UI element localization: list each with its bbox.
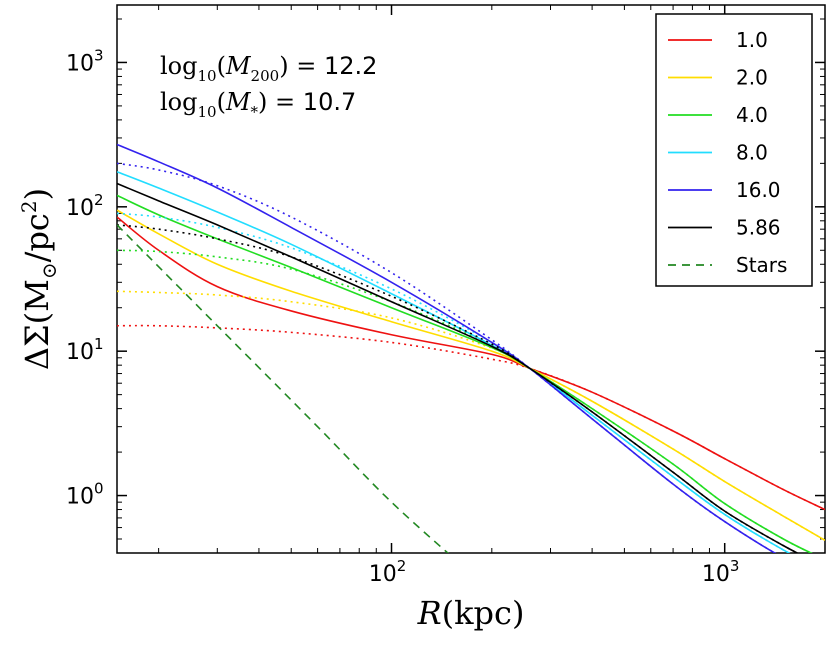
legend-label-Stars: Stars — [736, 253, 787, 277]
y-tick-label: 103 — [66, 46, 104, 76]
legend-label-1-0: 1.0 — [736, 28, 768, 52]
legend-label-16-0: 16.0 — [736, 178, 781, 202]
y-axis-label: ΔΣ(M⊙/pc2) — [17, 188, 61, 370]
legend: 1.0 2.0 4.0 8.0 16.0 5.86 Stars — [656, 14, 812, 286]
legend-box — [656, 14, 812, 286]
y-tick-label: 100 — [66, 480, 104, 510]
svg-text:R(kpc): R(kpc) — [417, 594, 525, 632]
svg-text:ΔΣ(M⊙/pc2): ΔΣ(M⊙/pc2) — [17, 188, 61, 370]
y-tick-label: 101 — [66, 335, 104, 365]
x-tick-label: 102 — [369, 557, 407, 587]
x-axis-label: R(kpc) — [417, 594, 525, 632]
x-tick-label: 103 — [702, 557, 740, 587]
legend-label-4-0: 4.0 — [736, 103, 768, 127]
legend-label-2-0: 2.0 — [736, 66, 768, 90]
y-tick-label: 102 — [66, 191, 104, 221]
legend-label-8-0: 8.0 — [736, 141, 768, 165]
chart-figure: 102 103100101102103 log10(M200) = 12.2log… — [0, 0, 830, 645]
legend-label-5-86: 5.86 — [736, 216, 781, 240]
